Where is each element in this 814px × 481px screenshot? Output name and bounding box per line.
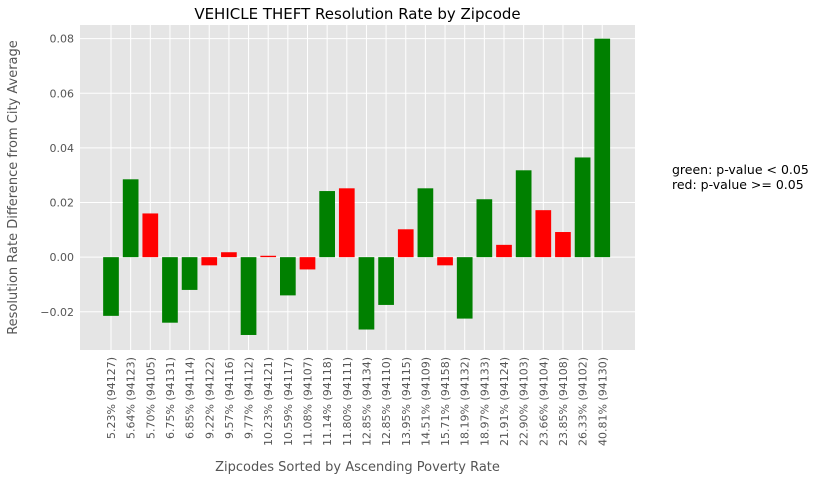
x-tick-label: 9.57% (94116): [223, 357, 236, 439]
x-tick-label: 12.85% (94110): [380, 357, 393, 446]
y-tick-label: 0.06: [50, 87, 75, 100]
bar-6: [221, 252, 237, 258]
x-tick-label: 15.71% (94158): [439, 357, 452, 446]
bar-5: [201, 257, 218, 266]
bars: [103, 38, 611, 335]
y-tick-label: 0.02: [50, 197, 75, 210]
x-tick-label: 10.59% (94117): [282, 357, 295, 446]
x-tick-label: 5.64% (94123): [125, 357, 138, 439]
legend-note-red: red: p-value >= 0.05: [672, 177, 804, 192]
x-tick-label: 14.51% (94109): [419, 357, 432, 446]
x-tick-label: 5.70% (94105): [144, 357, 157, 439]
bar-9: [280, 257, 296, 296]
x-tick-label: 22.90% (94103): [518, 357, 531, 446]
x-tick-label: 13.95% (94115): [400, 357, 413, 446]
x-tick-label: 18.19% (94132): [459, 357, 472, 446]
x-tick-label: 18.97% (94133): [478, 357, 491, 446]
x-tick-label: 11.14% (94118): [321, 357, 334, 446]
bar-15: [397, 229, 414, 258]
y-tick-label: 0.04: [50, 142, 75, 155]
bar-13: [358, 257, 375, 330]
x-tick-label: 6.75% (94131): [164, 357, 177, 439]
bar-2: [142, 213, 159, 258]
y-tick-label: 0.08: [50, 33, 75, 46]
legend-note-green: green: p-value < 0.05: [672, 162, 809, 177]
bar-19: [476, 199, 493, 258]
bar-0: [103, 257, 119, 316]
chart-title: VEHICLE THEFT Resolution Rate by Zipcode: [194, 5, 520, 23]
x-tick-label: 11.08% (94107): [302, 357, 315, 446]
x-tick-label: 26.33% (94102): [577, 357, 590, 446]
bar-17: [437, 257, 453, 266]
y-tick-label: −0.02: [40, 306, 74, 319]
bar-11: [319, 191, 335, 258]
x-tick-label: 10.23% (94121): [262, 357, 275, 446]
bar-16: [417, 188, 434, 258]
bar-18: [456, 257, 473, 319]
bar-21: [515, 170, 532, 258]
y-axis-label: Resolution Rate Difference from City Ave…: [6, 40, 21, 335]
bar-10: [299, 257, 316, 270]
y-tick-labels: −0.02 0.00 0.02 0.04 0.06 0.08: [40, 33, 74, 319]
x-tick-label: 9.77% (94112): [243, 357, 256, 439]
bar-4: [181, 257, 198, 290]
bar-23: [555, 232, 571, 258]
x-tick-label: 5.23% (94127): [105, 357, 118, 439]
x-tick-label: 40.81% (94130): [596, 357, 609, 446]
bar-7: [240, 257, 257, 335]
x-tick-label: 12.85% (94134): [360, 357, 373, 446]
bar-24: [574, 157, 591, 258]
bar-22: [535, 210, 552, 258]
x-tick-label: 9.22% (94122): [203, 357, 216, 439]
bar-8: [260, 255, 277, 258]
x-tick-label: 6.85% (94114): [184, 357, 197, 439]
x-axis-label: Zipcodes Sorted by Ascending Poverty Rat…: [215, 460, 500, 475]
bar-14: [378, 257, 394, 305]
bar-1: [122, 179, 139, 258]
bar-3: [162, 257, 178, 323]
y-tick-label: 0.00: [50, 251, 75, 264]
x-tick-labels: 5.23% (94127) 5.64% (94123) 5.70% (94105) 6…: [105, 357, 609, 446]
bar-20: [496, 244, 512, 258]
x-tick-label: 21.91% (94124): [498, 357, 511, 446]
x-tick-label: 23.66% (94104): [537, 357, 550, 446]
bar-12: [338, 188, 355, 258]
x-tick-label: 11.80% (94111): [341, 357, 354, 446]
x-tick-label: 23.85% (94108): [557, 357, 570, 446]
bar-25: [594, 38, 611, 258]
